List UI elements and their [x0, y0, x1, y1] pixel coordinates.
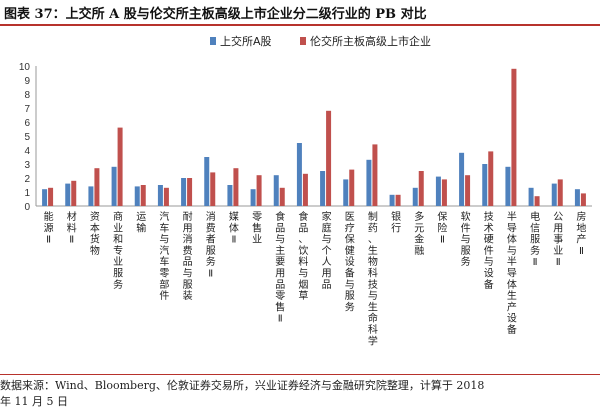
bar [42, 189, 48, 206]
bar [349, 169, 355, 206]
y-tick-label: 2 [24, 174, 30, 185]
legend-label: 伦交所主板高级上市企业 [310, 34, 431, 48]
bar [227, 185, 233, 206]
x-tick-label: 银行 [391, 210, 401, 234]
source-line-1: 数据来源：Wind、Bloomberg、伦敦证券交易所，兴业证券经济与金融研究院… [0, 379, 485, 392]
bar [302, 173, 308, 206]
bar [256, 175, 262, 206]
bar [395, 194, 401, 206]
y-tick-label: 0 [24, 202, 30, 213]
x-tick-label: 消费者服务 Ⅱ [206, 210, 216, 280]
figure-title: 图表 37：上交所 A 股与伦交所主板高级上市企业分二级行业的 PB 对比 [4, 6, 427, 22]
bar [65, 183, 71, 206]
bar [296, 143, 302, 206]
bar [233, 168, 239, 206]
bar [94, 168, 100, 206]
x-tick-label: 能源 Ⅱ [44, 210, 54, 246]
source-note: 数据来源：Wind、Bloomberg、伦敦证券交易所，兴业证券经济与金融研究院… [0, 374, 600, 410]
x-tick-label: 房地产 Ⅱ [576, 210, 586, 257]
x-tick-label: 食品与主要用品零售 Ⅱ [275, 210, 285, 325]
bar [181, 178, 187, 206]
bar [435, 176, 441, 206]
bar [366, 159, 372, 206]
bar [459, 152, 465, 206]
bar [488, 151, 494, 206]
y-tick-label: 1 [24, 188, 30, 199]
x-tick-label: 媒体 Ⅱ [229, 211, 239, 246]
bar [551, 183, 557, 206]
bar [210, 172, 216, 206]
bar [343, 179, 349, 206]
legend-swatch [210, 37, 216, 45]
x-tick-label: 汽车与汽车零部件 [159, 210, 169, 302]
x-tick-label: 多元金融 [414, 210, 424, 257]
bar [320, 171, 326, 206]
x-tick-label: 食品、饮料与烟草 [298, 210, 308, 302]
bar [482, 164, 488, 206]
bar [273, 175, 279, 206]
x-tick-label: 耐用消费品与服装 [183, 210, 193, 302]
y-tick-label: 10 [19, 62, 31, 73]
x-tick-label: 家庭与个人用品 [322, 210, 332, 291]
y-tick-label: 7 [24, 104, 30, 115]
legend-label: 上交所A股 [220, 34, 272, 48]
x-tick-label: 商业和专业服务 [113, 210, 123, 291]
x-tick-label: 运输 [136, 211, 146, 234]
bar [557, 179, 563, 206]
y-tick-label: 6 [24, 118, 30, 129]
bar [134, 186, 140, 206]
x-tick-label: 制药、生物科技与生命科学 [368, 210, 378, 347]
x-tick-label: 医疗保健设备与服务 [345, 211, 355, 313]
bar [534, 196, 540, 206]
x-tick-label: 资本货物 [90, 211, 100, 257]
bar [157, 185, 163, 206]
legend-swatch [300, 37, 306, 45]
bar [111, 166, 117, 206]
bar [465, 175, 471, 206]
bar [88, 186, 94, 206]
y-tick-label: 4 [24, 146, 30, 157]
x-tick-label: 保险 Ⅱ [437, 210, 447, 246]
x-tick-label: 零售业 [252, 211, 262, 246]
source-line-2: 年 11 月 5 日 [0, 395, 68, 408]
bar [418, 171, 424, 206]
bar [187, 178, 193, 206]
x-tick-label: 技术硬件与设备 [484, 210, 494, 291]
x-tick-label: 半导体与半导体生产设备 [507, 210, 517, 336]
y-tick-label: 5 [24, 132, 30, 143]
bar [140, 185, 146, 206]
bar [574, 189, 580, 206]
y-tick-label: 8 [24, 90, 30, 101]
x-tick-label: 软件与服务 [461, 210, 471, 268]
bar [48, 187, 54, 206]
x-tick-label: 公用事业 Ⅱ [553, 212, 563, 268]
bar [279, 187, 285, 206]
bar [71, 180, 77, 206]
bar [250, 189, 256, 206]
y-tick-label: 3 [24, 160, 30, 171]
bar [511, 68, 517, 206]
bar [389, 194, 395, 206]
x-tick-label: 电信服务 Ⅱ [530, 210, 540, 268]
bar [412, 187, 418, 206]
bar [204, 157, 210, 206]
bar [372, 144, 378, 206]
bar [528, 187, 534, 206]
bar [163, 187, 169, 206]
bar [505, 166, 511, 206]
bar [580, 193, 586, 206]
bar [441, 179, 447, 206]
x-tick-label: 材料 Ⅱ [67, 210, 77, 246]
figure-title-bar: 图表 37：上交所 A 股与伦交所主板高级上市企业分二级行业的 PB 对比 [0, 0, 600, 26]
y-tick-label: 9 [24, 76, 30, 87]
bar [326, 110, 332, 206]
bar [117, 127, 123, 206]
